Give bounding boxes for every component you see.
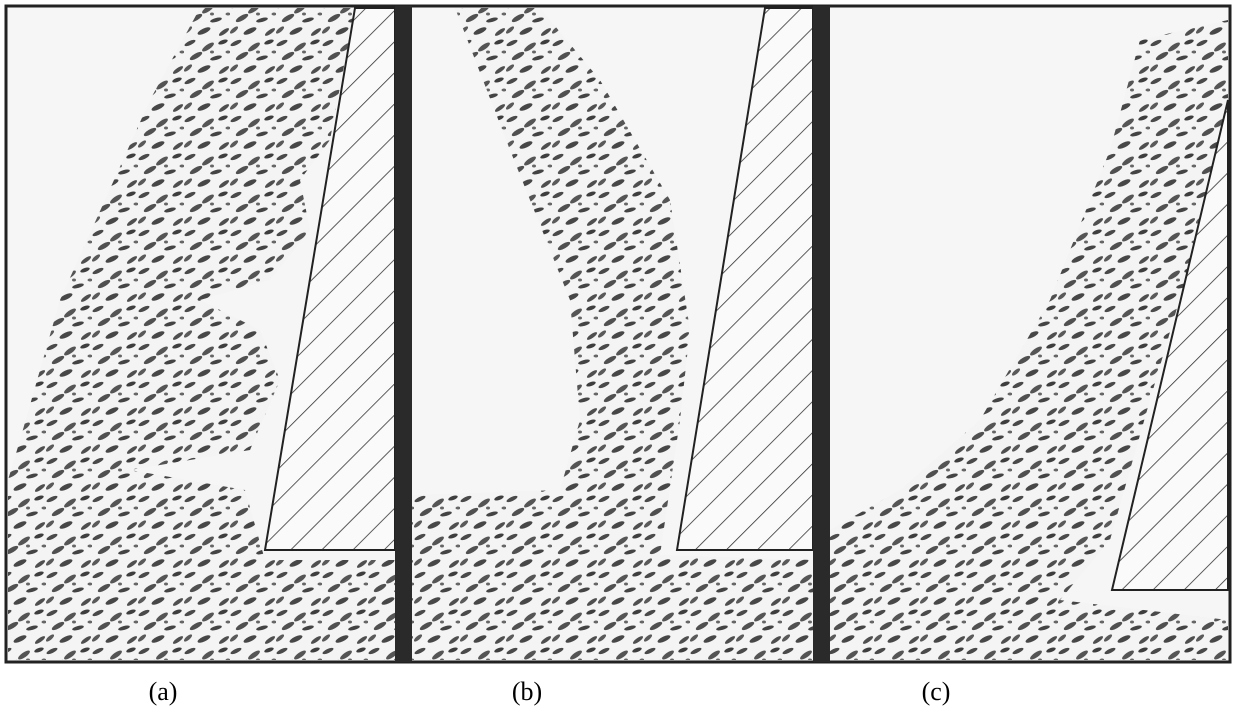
panel-label: (b) — [512, 677, 542, 706]
figure: (a) (b) (c) — [0, 0, 1236, 713]
divider — [813, 6, 830, 662]
panel-label: (a) — [149, 677, 178, 706]
divider — [395, 6, 412, 662]
panel-label: (c) — [922, 677, 951, 706]
